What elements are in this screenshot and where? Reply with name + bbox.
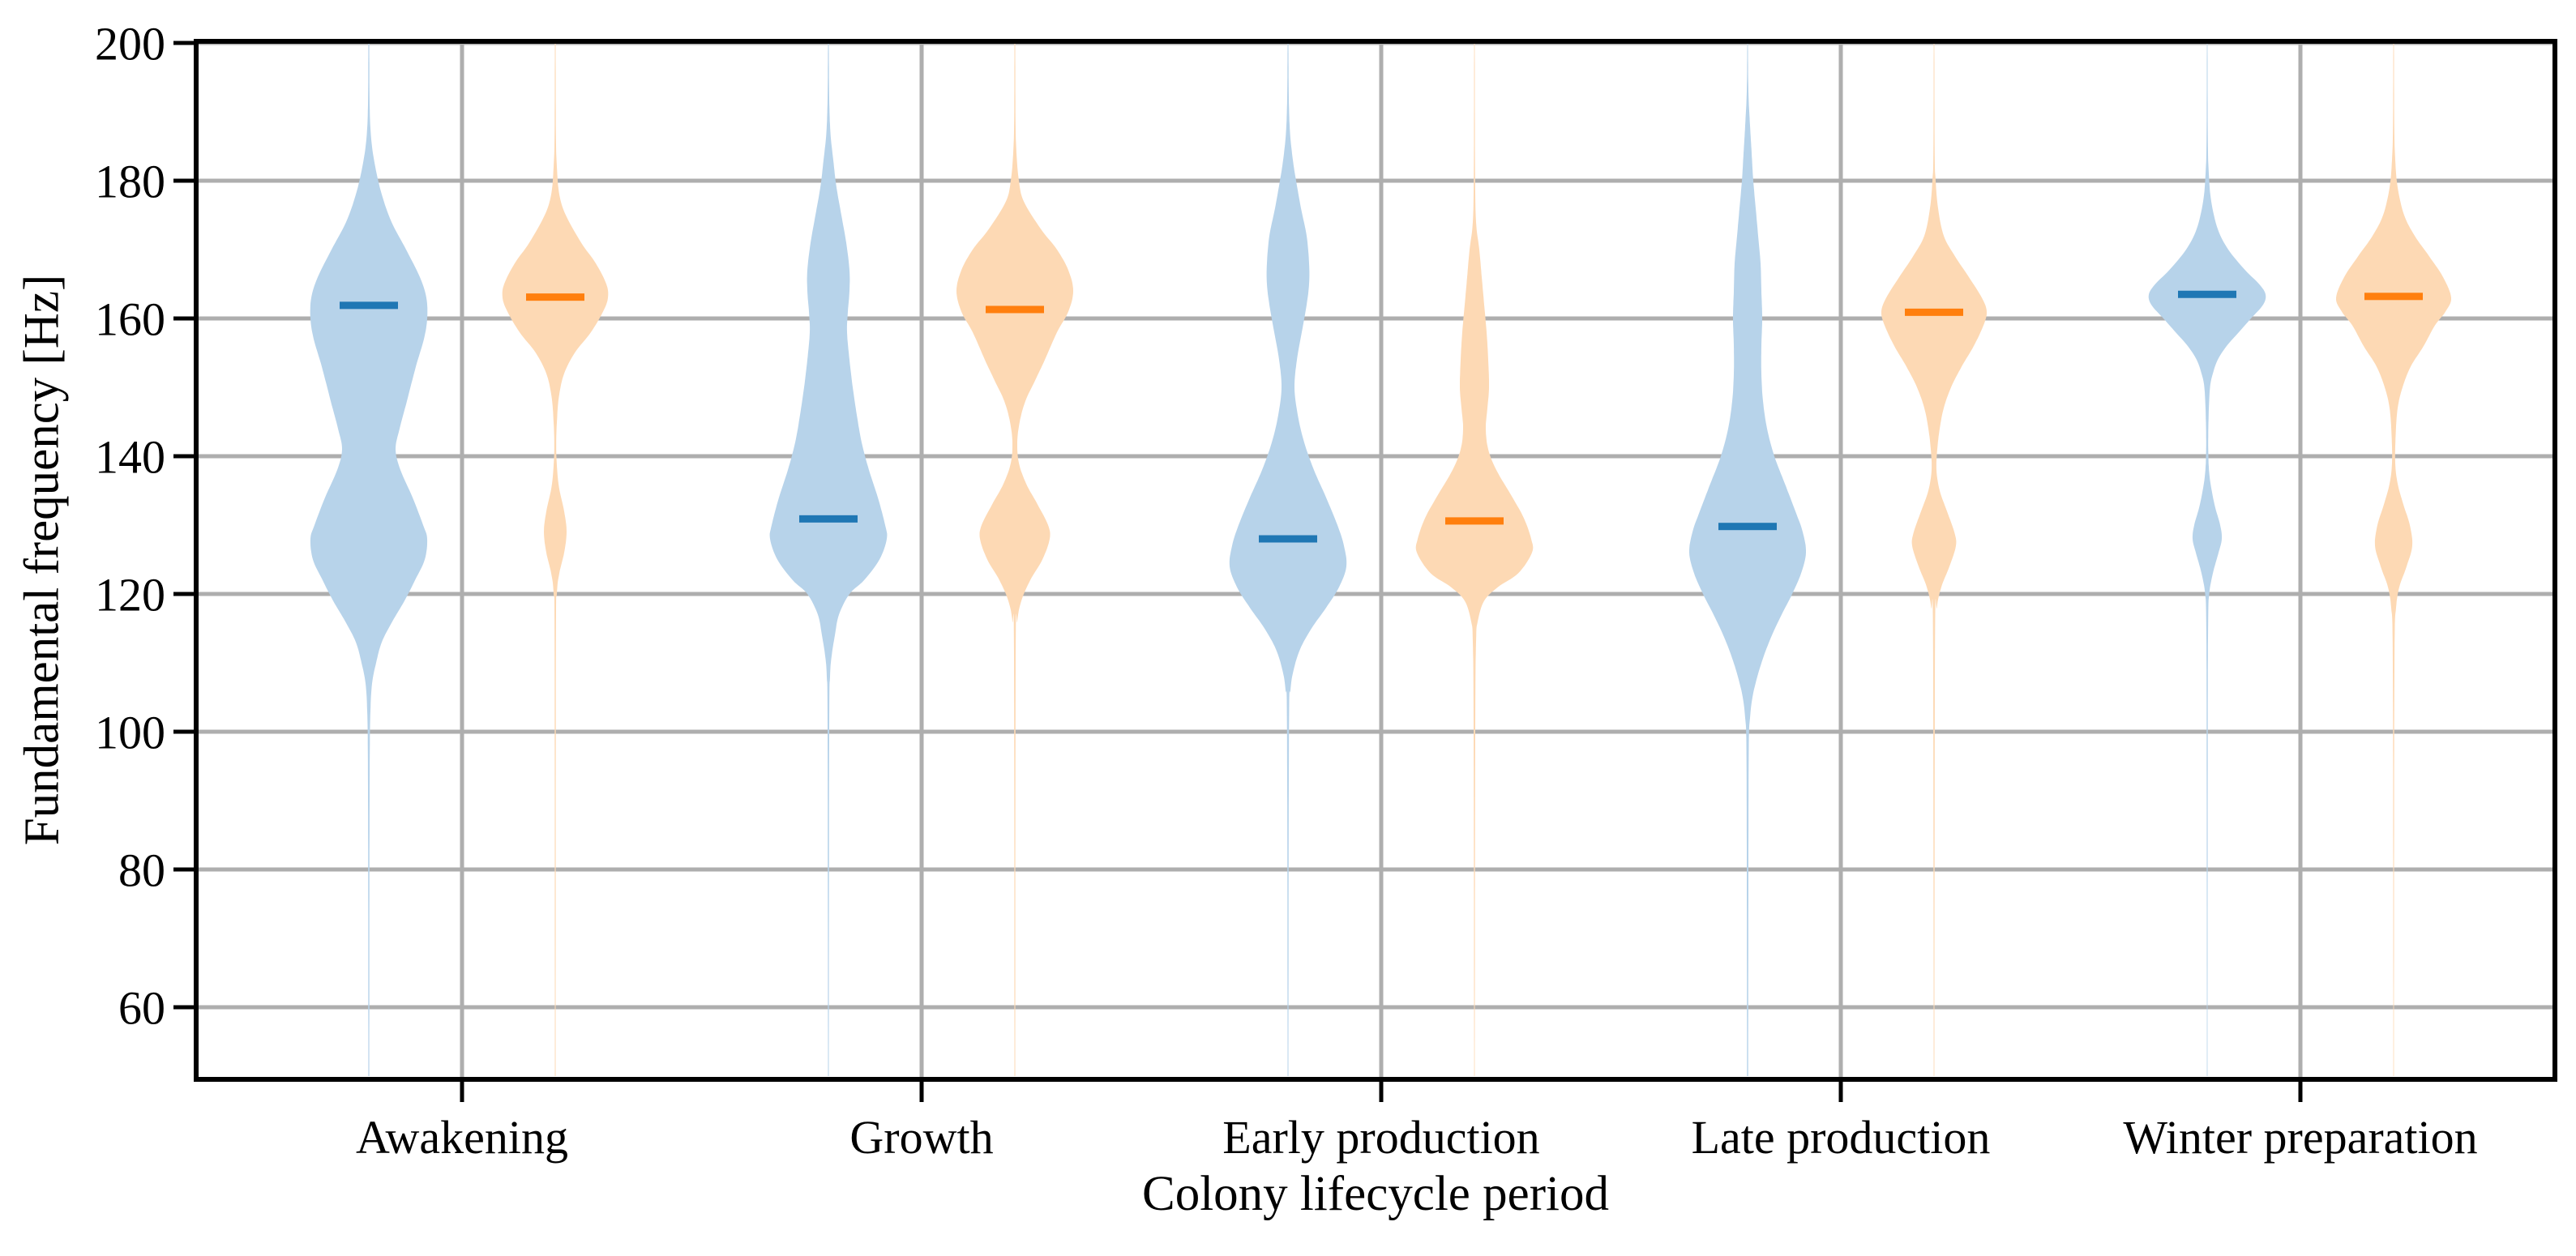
median-bar-growth-group-b	[986, 305, 1044, 314]
violin-growth-group-a	[769, 43, 888, 1076]
x-axis-title: Colony lifecycle period	[1142, 1167, 1609, 1221]
y-tick-label-160: 160	[95, 293, 165, 345]
y-tick-label-180: 180	[95, 155, 165, 207]
plot-frame	[194, 39, 2557, 1082]
median-bar-winter-preparation-group-a	[2178, 290, 2236, 298]
violin-awakening-group-a	[310, 43, 428, 1076]
median-bar-winter-preparation-group-b	[2364, 293, 2423, 301]
y-tick-label-80: 80	[118, 844, 165, 896]
violin-awakening-group-b	[502, 43, 609, 1076]
median-bar-awakening-group-b	[526, 293, 584, 301]
violin-early-production-group-a	[1229, 43, 1347, 1076]
median-bar-awakening-group-a	[340, 301, 398, 310]
y-tick-label-140: 140	[95, 430, 165, 483]
y-tick-label-60: 60	[118, 981, 165, 1034]
violin-early-production-group-b	[1415, 43, 1534, 1076]
x-tick-label-late-production: Late production	[1692, 1111, 1991, 1164]
median-bar-late-production-group-b	[1905, 308, 1963, 316]
median-bar-growth-group-a	[799, 515, 858, 523]
y-tick-label-120: 120	[95, 568, 165, 621]
median-bar-early-production-group-a	[1259, 535, 1317, 543]
median-bar-late-production-group-a	[1718, 523, 1777, 531]
violin-late-production-group-a	[1689, 43, 1806, 1076]
y-tick-label-100: 100	[95, 706, 165, 758]
x-tick-label-early-production: Early production	[1222, 1111, 1539, 1164]
y-axis-title: Fundamental frequency [Hz]	[15, 274, 70, 846]
violin-growth-group-b	[956, 43, 1073, 1076]
violin-winter-preparation-group-b	[2336, 43, 2451, 1076]
median-bar-early-production-group-b	[1445, 517, 1504, 525]
violin-winter-preparation-group-a	[2148, 43, 2266, 1076]
x-tick-label-growth: Growth	[849, 1111, 993, 1164]
x-tick-label-awakening: Awakening	[356, 1111, 568, 1164]
x-tick-label-winter-preparation: Winter preparation	[2123, 1111, 2477, 1164]
y-tick-label-200: 200	[95, 17, 165, 70]
violin-late-production-group-b	[1881, 43, 1987, 1076]
